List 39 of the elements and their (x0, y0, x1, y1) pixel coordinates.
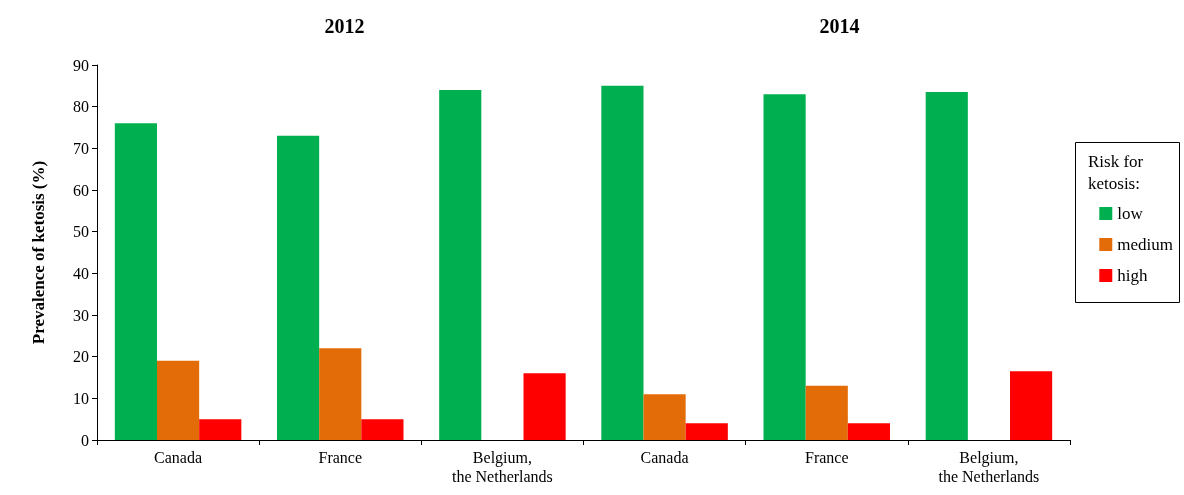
x-tick-label: France (804, 449, 849, 466)
bar (643, 394, 686, 440)
y-tick-label: 20 (73, 348, 89, 366)
y-tick-label: 30 (73, 306, 89, 324)
legend-title: Risk for ketosis: (1088, 151, 1148, 193)
bar (277, 135, 320, 440)
legend-label: high (1117, 266, 1149, 285)
x-tick-label: France (318, 449, 363, 466)
y-tick-label: 50 (73, 223, 89, 241)
y-tick-label: 40 (73, 264, 89, 282)
bar (601, 85, 644, 440)
bar (763, 94, 806, 440)
text: 2014 (819, 15, 860, 37)
bar (157, 360, 200, 440)
text: 2012 (324, 15, 365, 37)
bar (685, 423, 728, 440)
bar (1010, 371, 1053, 440)
x-tick-label: Canada (640, 449, 689, 466)
x-tick-label: Canada (154, 449, 203, 466)
bar (523, 373, 566, 440)
bar (199, 419, 242, 440)
y-tick-label: 70 (73, 139, 89, 157)
y-tick-label: 90 (73, 56, 89, 74)
bar (925, 92, 968, 440)
y-tick-label: 80 (73, 98, 89, 116)
bar (319, 348, 362, 440)
x-tick-label: Belgium, the Netherlands (451, 449, 553, 485)
bar (114, 123, 157, 440)
legend-label: medium (1117, 235, 1173, 254)
y-tick-label: 0 (81, 431, 89, 449)
x-tick-label: Belgium, the Netherlands (938, 449, 1040, 485)
y-tick-label: 60 (73, 181, 89, 199)
bar (439, 90, 482, 440)
legend-label: low (1117, 204, 1144, 223)
bar (805, 385, 848, 440)
y-axis-title: Prevalence of ketosis (%) (29, 160, 48, 345)
bar (361, 419, 404, 440)
y-tick-label: 10 (73, 389, 89, 407)
bar (847, 423, 890, 440)
